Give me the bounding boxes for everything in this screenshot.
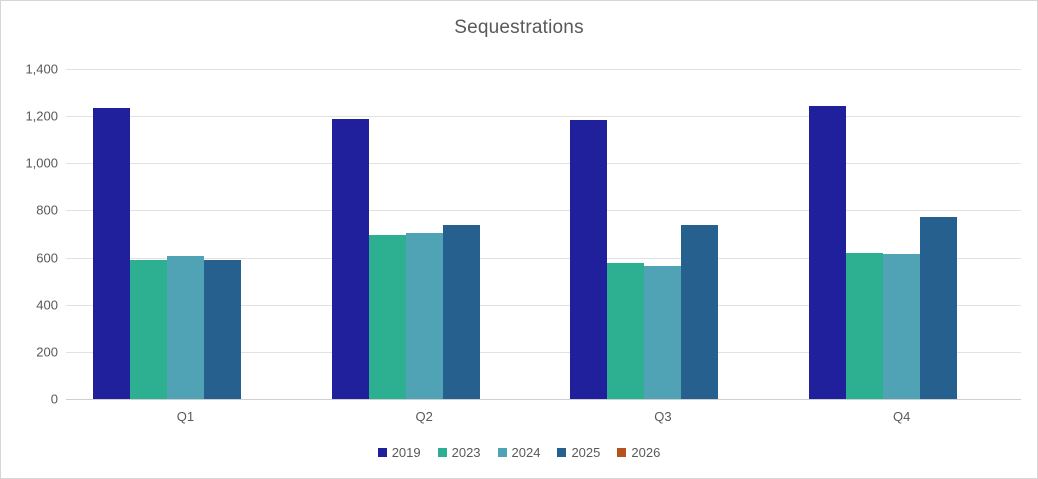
legend-label: 2025 xyxy=(571,445,601,460)
legend-label: 2023 xyxy=(451,445,481,460)
y-tick-label: 1,400 xyxy=(25,61,58,77)
x-axis-line xyxy=(66,399,1021,400)
bar-2025-Q2 xyxy=(442,225,480,399)
legend-label: 2024 xyxy=(511,445,541,460)
gridline xyxy=(66,69,1021,70)
bar-2019-Q4 xyxy=(809,105,847,399)
legend: 2019 2023 2024 2025 2026 xyxy=(1,445,1037,460)
legend-swatch-icon xyxy=(557,448,567,457)
legend-swatch-icon xyxy=(497,448,507,457)
legend-swatch-icon xyxy=(617,448,627,457)
legend-swatch-icon xyxy=(437,448,447,457)
y-tick-label: 400 xyxy=(36,297,58,313)
legend-label: 2019 xyxy=(391,445,421,460)
legend-swatch-icon xyxy=(377,448,387,457)
bar-2025-Q1 xyxy=(203,259,241,399)
gridline xyxy=(66,304,1021,306)
bar-2025-Q4 xyxy=(920,217,958,399)
bar-2024-Q3 xyxy=(644,266,682,399)
bar-2024-Q2 xyxy=(405,233,443,399)
bar-2019-Q3 xyxy=(570,119,608,399)
chart-title: Sequestrations xyxy=(454,17,584,38)
bar-2019-Q1 xyxy=(92,107,130,399)
gridline xyxy=(66,163,1021,165)
plot-area xyxy=(66,69,1021,400)
legend-item-2023: 2023 xyxy=(437,445,481,460)
y-tick-label: 1,200 xyxy=(25,108,58,124)
gridline xyxy=(66,351,1021,353)
x-tick-label-Q4: Q4 xyxy=(892,409,911,424)
gridline xyxy=(66,257,1021,259)
bar-2023-Q2 xyxy=(368,235,406,399)
gridline xyxy=(66,116,1021,118)
y-tick-label: 0 xyxy=(50,391,58,407)
bar-2024-Q1 xyxy=(166,256,204,399)
legend-label: 2026 xyxy=(631,445,661,460)
legend-item-2024: 2024 xyxy=(497,445,541,460)
bar-2023-Q1 xyxy=(129,259,167,399)
legend-item-2025: 2025 xyxy=(557,445,600,460)
bar-2023-Q4 xyxy=(846,253,884,399)
x-tick-label-Q3: Q3 xyxy=(654,409,672,424)
bar-2019-Q2 xyxy=(331,118,369,399)
bar-2023-Q3 xyxy=(607,262,645,399)
x-tick-label-Q2: Q2 xyxy=(415,409,433,424)
legend-item-2019: 2019 xyxy=(377,445,421,460)
bar-2024-Q4 xyxy=(883,254,921,399)
legend-item-2026: 2026 xyxy=(617,445,660,460)
x-tick-label-Q1: Q1 xyxy=(176,409,195,424)
y-axis: 0 200 400 600 800 1,000 1,200 1,400 xyxy=(1,62,58,407)
gridline xyxy=(66,210,1021,212)
y-tick-label: 800 xyxy=(36,202,58,218)
y-tick-label: 200 xyxy=(36,344,58,360)
y-tick-label: 1,000 xyxy=(25,155,58,171)
y-tick-label: 600 xyxy=(36,250,58,266)
bar-2025-Q3 xyxy=(681,225,719,399)
